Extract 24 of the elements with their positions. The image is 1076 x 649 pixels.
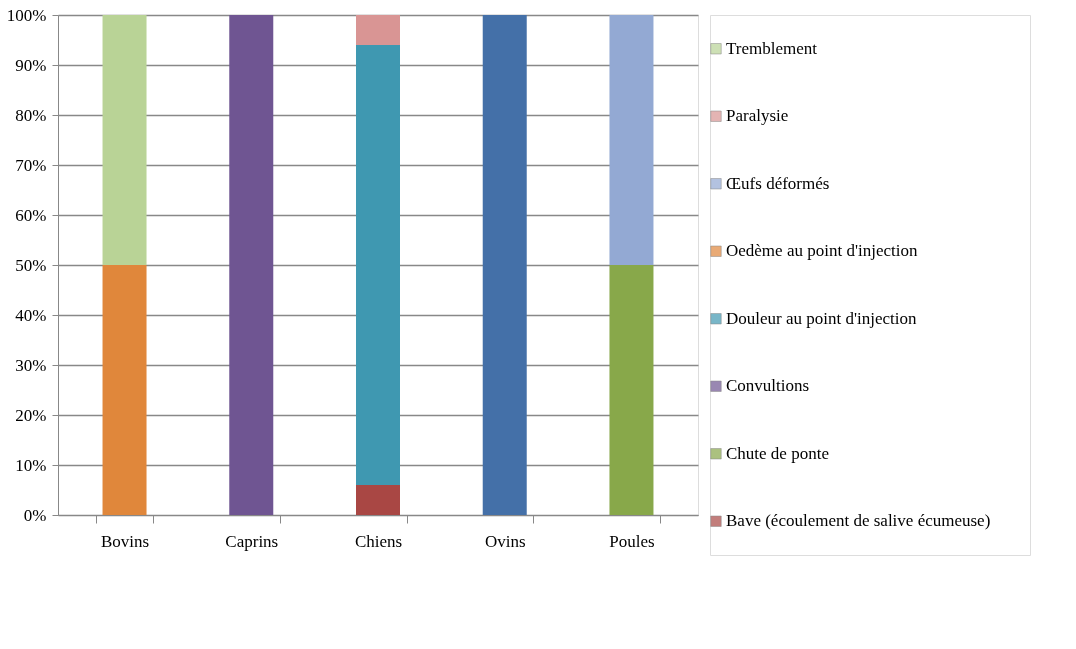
y-tick-label: 40% [15, 305, 47, 325]
legend-label: Bave (écoulement de salive écumeuse) [726, 511, 991, 531]
y-tick-label: 60% [15, 205, 47, 225]
legend-label: Convultions [726, 376, 810, 396]
legend-label: Œufs déformés [726, 173, 830, 193]
x-tick-label: Poules [609, 531, 655, 551]
legend-label: Paralysie [726, 106, 789, 126]
y-tick-label: 20% [15, 405, 47, 425]
x-tick-label: Bovins [100, 531, 150, 551]
y-tick-label: 70% [15, 155, 47, 175]
legend-label: Douleur au point d'injection [726, 308, 917, 328]
y-tick-label: 80% [15, 105, 47, 125]
x-tick-label: Ovins [484, 531, 526, 551]
legend-label: Chute de ponte [726, 443, 829, 463]
y-tick-label: 0% [23, 505, 47, 525]
y-tick-label: 100% [6, 5, 47, 25]
y-tick-label: 90% [15, 55, 47, 75]
legend-label: Tremblement [726, 38, 818, 58]
x-tick-label: Caprins [225, 531, 279, 551]
y-tick-label: 30% [15, 355, 47, 375]
y-tick-label: 50% [15, 255, 47, 275]
legend-label: Oedème au point d'injection [726, 241, 918, 261]
x-tick-label: Chiens [354, 531, 403, 551]
y-tick-label: 10% [15, 455, 47, 475]
